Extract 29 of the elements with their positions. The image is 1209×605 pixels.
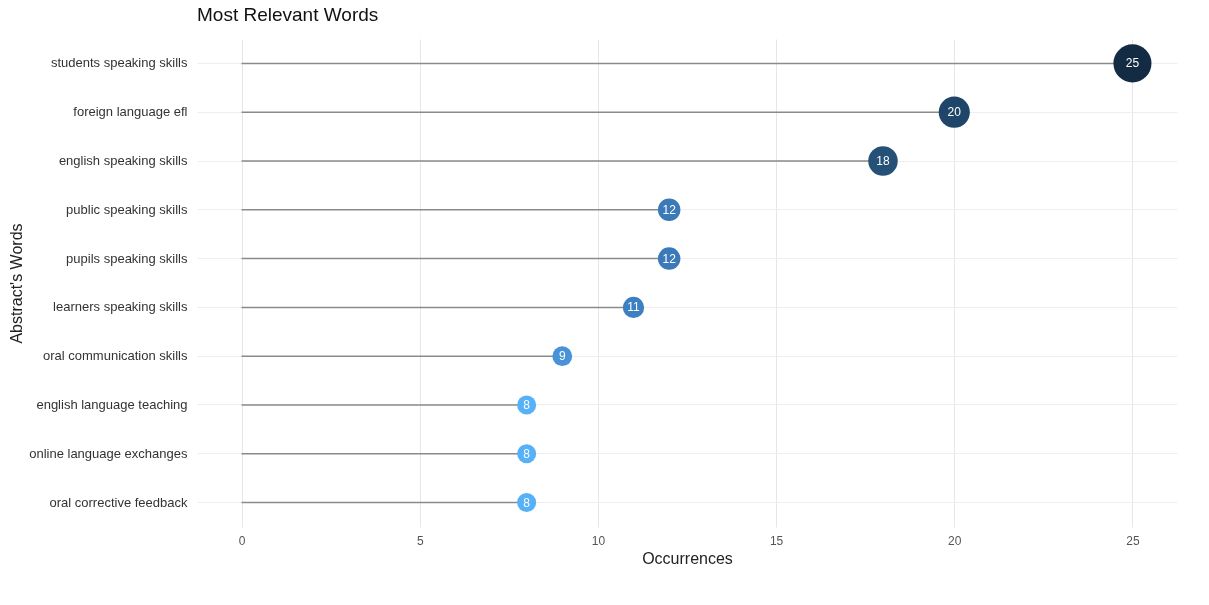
y-axis-title: Abstract's Words (8, 223, 26, 344)
y-tick-label: oral communication skills (43, 348, 188, 364)
y-tick-label: foreign language efl (73, 104, 188, 120)
x-axis-title: Occurrences (642, 549, 733, 567)
data-label: 11 (627, 300, 641, 315)
y-tick-label: oral corrective feedback (49, 494, 188, 510)
x-tick-label: 15 (769, 533, 784, 548)
y-tick-label: online language exchanges (29, 445, 188, 461)
y-tick-label: public speaking skills (66, 201, 188, 217)
data-label: 18 (876, 154, 890, 168)
y-tick-label: learners speaking skills (53, 299, 188, 315)
x-tick-label: 10 (591, 533, 606, 548)
data-label: 8 (523, 495, 531, 510)
x-tick-label: 5 (416, 533, 424, 548)
y-tick-label: english speaking skills (58, 153, 188, 168)
data-label: 12 (662, 251, 677, 266)
y-tick-label: pupils speaking skills (66, 250, 188, 266)
x-tick-label: 20 (948, 533, 962, 548)
data-label: 9 (558, 349, 566, 364)
data-label: 25 (1125, 56, 1140, 71)
data-label: 8 (523, 398, 531, 412)
x-tick-label: 25 (1126, 533, 1140, 548)
data-label: 20 (947, 105, 962, 120)
y-tick-label: english language teaching (36, 397, 188, 412)
data-label: 8 (523, 446, 531, 461)
x-tick-label: 0 (238, 533, 246, 548)
y-tick-label: students speaking skills (50, 55, 188, 71)
data-label: 12 (662, 202, 677, 217)
chart-title: Most Relevant Words (197, 4, 379, 25)
